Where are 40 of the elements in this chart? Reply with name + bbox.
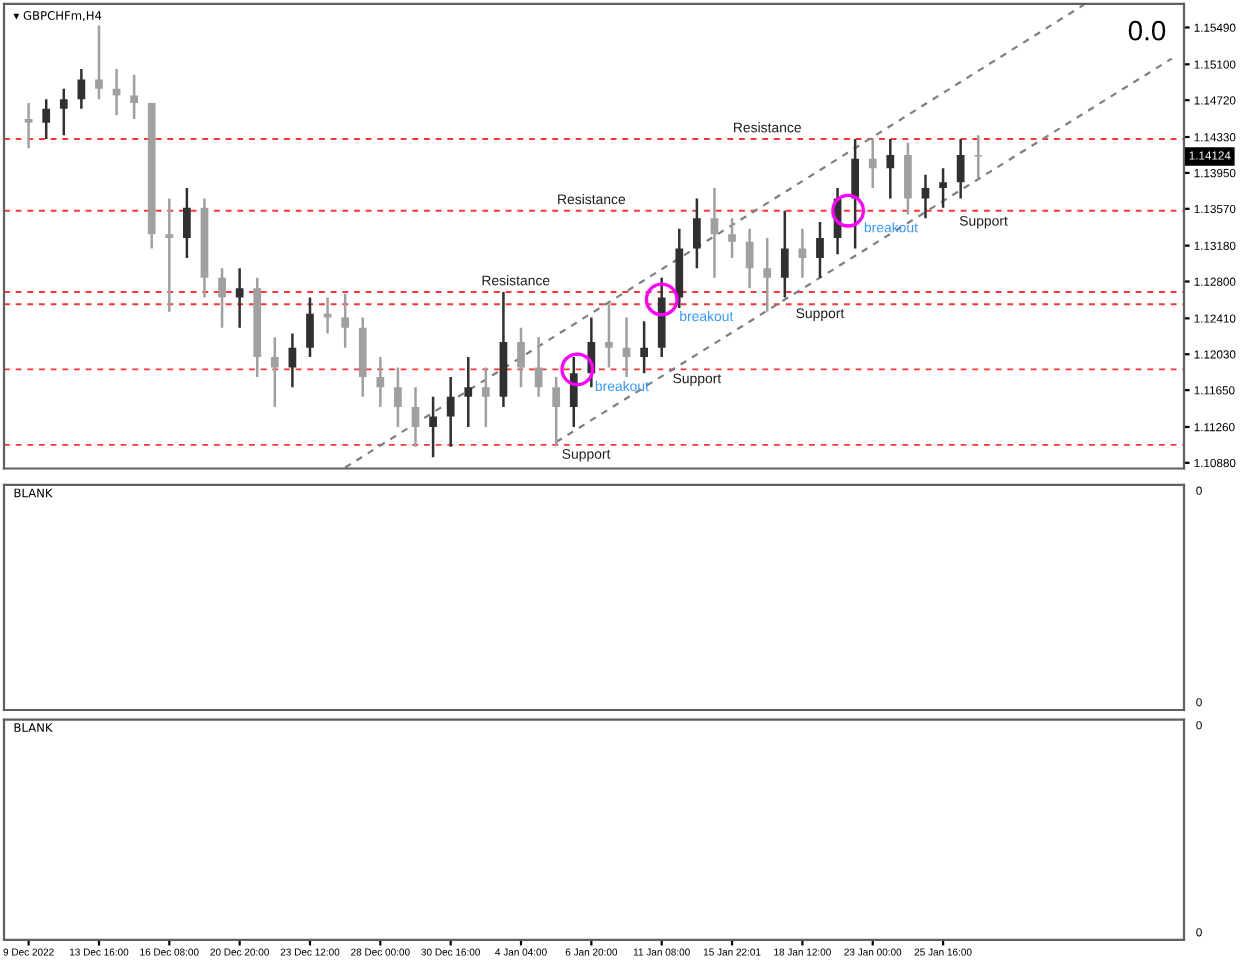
candlestick	[710, 186, 719, 279]
candlestick	[464, 355, 473, 429]
candlestick	[130, 73, 138, 121]
candlestick	[341, 292, 350, 349]
candlestick	[235, 267, 244, 330]
candlestick	[552, 375, 561, 447]
candlestick	[816, 220, 824, 279]
candlestick	[693, 197, 701, 270]
candlestick	[745, 227, 754, 290]
candlestick	[376, 355, 385, 409]
candlestick	[183, 186, 191, 260]
candlestick	[939, 166, 947, 210]
candlestick	[851, 137, 860, 250]
annotation: 0.0	[1128, 20, 1166, 41]
candlestick	[886, 137, 895, 200]
candlestick	[904, 141, 912, 216]
candlestick	[640, 319, 648, 375]
candlestick	[956, 137, 965, 200]
candlestick	[798, 227, 807, 279]
candlestick	[306, 296, 314, 359]
candlestick	[411, 386, 420, 449]
candlestick	[394, 366, 402, 429]
candlestick	[481, 366, 490, 429]
candlestick	[780, 209, 789, 299]
candlestick	[517, 326, 525, 389]
candlestick	[429, 395, 437, 459]
candlestick	[77, 67, 86, 110]
candlestick	[763, 236, 772, 313]
candlestick	[270, 335, 279, 409]
candlestick	[728, 216, 736, 260]
candlestick	[42, 98, 51, 141]
candlestick	[446, 375, 455, 449]
candlestick	[605, 302, 613, 369]
candlestick	[59, 87, 68, 137]
candlestick	[218, 267, 226, 330]
candlestick	[534, 335, 543, 398]
candlestick	[165, 197, 174, 313]
candlestick	[95, 24, 103, 101]
candlestick	[24, 101, 33, 150]
candlestick	[868, 137, 877, 190]
